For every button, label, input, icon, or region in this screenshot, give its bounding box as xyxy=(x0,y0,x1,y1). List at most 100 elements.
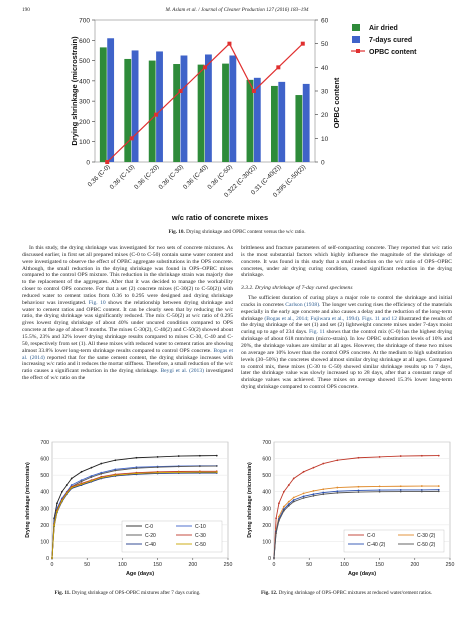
series-point xyxy=(302,495,305,498)
legend-marker xyxy=(356,49,360,53)
line-point xyxy=(203,65,207,70)
series-point xyxy=(282,508,285,511)
y-tick-label: 300 xyxy=(79,99,90,106)
series-point xyxy=(80,480,83,483)
right-column-text: brittleness and fracture parameters of s… xyxy=(241,245,452,391)
y-tick-label: 400 xyxy=(40,490,49,496)
text-run: The sufficient duration of curing plays … xyxy=(241,295,452,308)
legend-label: C-0 xyxy=(145,524,153,530)
figure-12-caption-label: Fig. 12. xyxy=(260,590,278,596)
series-point xyxy=(198,454,201,457)
series-point xyxy=(282,505,285,508)
legend-label: C-40 xyxy=(145,542,156,548)
y-axis-label: Drying shrinkage (microstrain) xyxy=(247,462,253,538)
citation-link[interactable]: Bogas et al. (2014) xyxy=(22,347,233,361)
figure-10-caption-text: Drying shrinkage and OPBC content versus… xyxy=(186,229,306,235)
line-point xyxy=(300,41,305,46)
line-point xyxy=(129,136,134,141)
series-point xyxy=(135,472,138,475)
series-point xyxy=(100,462,103,465)
series-point xyxy=(399,455,402,457)
bar xyxy=(124,58,132,162)
series-point xyxy=(215,454,218,457)
legend-label: 7-days cured xyxy=(369,37,412,44)
series-point xyxy=(322,491,325,494)
series-point xyxy=(357,491,360,493)
x-tick-label: 0.36 (C-0) xyxy=(87,163,112,188)
y2-tick-label: 20 xyxy=(321,112,329,119)
figure-11-caption-label: Fig. 11. xyxy=(54,590,71,596)
series-point xyxy=(287,484,290,486)
series-point xyxy=(275,517,278,520)
bar xyxy=(205,54,212,162)
series-point xyxy=(322,493,325,496)
x-tick-label: 100 xyxy=(118,562,127,568)
legend-label: OPBC content xyxy=(369,49,417,56)
line-point xyxy=(251,89,256,93)
line-point xyxy=(276,65,281,70)
text-run: brittleness and fracture parameters of s… xyxy=(241,245,452,279)
series-point xyxy=(278,515,280,518)
bar xyxy=(246,79,254,162)
series-point xyxy=(322,488,325,491)
series-point xyxy=(135,456,138,459)
y2-tick-label: 40 xyxy=(321,65,329,72)
series-point xyxy=(60,490,63,493)
y-tick-label: 600 xyxy=(40,457,49,463)
text-run: shows that the control mix (C-0) has the… xyxy=(241,329,453,391)
x-tick-label: 50 xyxy=(84,562,90,568)
citation-link[interactable]: (Bogas et al., 2014; Fujiwara et al., 19… xyxy=(264,315,361,322)
bar xyxy=(271,85,278,162)
bar xyxy=(156,51,163,162)
x-tick-label: 0.36 (C-40) xyxy=(182,163,209,190)
series-point xyxy=(156,471,159,474)
series-point xyxy=(177,471,180,474)
bar xyxy=(107,38,115,162)
legend-label: Air dried xyxy=(369,25,398,32)
x-tick-label: 100 xyxy=(340,562,349,568)
line-point xyxy=(178,89,183,93)
x-tick-label: 0.36 (C-10) xyxy=(109,163,136,190)
x-tick-label: 250 xyxy=(224,562,233,568)
series-point xyxy=(312,466,315,469)
journal-header: M. Aslam et al. / Journal of Cleaner Pro… xyxy=(165,7,309,13)
series-point xyxy=(292,477,295,480)
series-point xyxy=(65,484,68,486)
y-tick-label: 400 xyxy=(262,490,271,496)
series-point xyxy=(100,476,103,479)
series-point xyxy=(302,470,305,473)
legend-label: C-10 xyxy=(195,524,206,530)
figure-12-caption: Fig. 12. Drying shrinkage of OPS-OPBC mi… xyxy=(241,590,452,596)
figure-12-chart: 0 100 200 300 400 500 600 700 0 50 100 150 200 250 Age… xyxy=(247,440,455,577)
legend-label: C-0 xyxy=(367,533,375,539)
citation-link[interactable]: Carlson (1938). xyxy=(285,301,321,308)
text-run: In this study, the drying shrinkage was … xyxy=(22,245,233,306)
figure-10-chart: 0 100 200 300 400 500 600 700 0 10 20 30 40 50 60 0.36 … xyxy=(70,18,417,223)
series-point xyxy=(114,474,117,477)
series-point xyxy=(420,485,423,487)
y-tick-label: 500 xyxy=(79,58,90,65)
bar xyxy=(278,81,286,162)
figure-link[interactable]: Fig. 10 xyxy=(88,299,106,306)
y-tick-label: 500 xyxy=(40,473,49,479)
citation-link[interactable]: Beygi et al. (2013) xyxy=(160,368,204,375)
x-tick-label: 0.36 (C-30) xyxy=(157,163,184,190)
y2-tick-label: 60 xyxy=(321,18,329,25)
y-tick-label: 100 xyxy=(40,539,49,545)
series-point xyxy=(51,557,53,559)
series-point xyxy=(312,489,315,492)
x-tick-label: 250 xyxy=(446,562,455,568)
series-point xyxy=(90,476,93,479)
series-point xyxy=(420,488,423,491)
series-point xyxy=(282,509,285,512)
series-point xyxy=(273,557,275,559)
series-point xyxy=(357,489,360,492)
legend-label: C-20 xyxy=(145,533,156,539)
figure-link[interactable]: Fig. 11 xyxy=(309,329,325,336)
series-point xyxy=(292,500,295,503)
figure-link[interactable]: Figs. 11 and 12 xyxy=(362,315,397,322)
series-point xyxy=(215,465,218,467)
series-point xyxy=(156,456,159,458)
text-run: The longer wet curing rises the efficien… xyxy=(241,301,452,322)
x-axis-label: Age (days) xyxy=(126,571,154,577)
